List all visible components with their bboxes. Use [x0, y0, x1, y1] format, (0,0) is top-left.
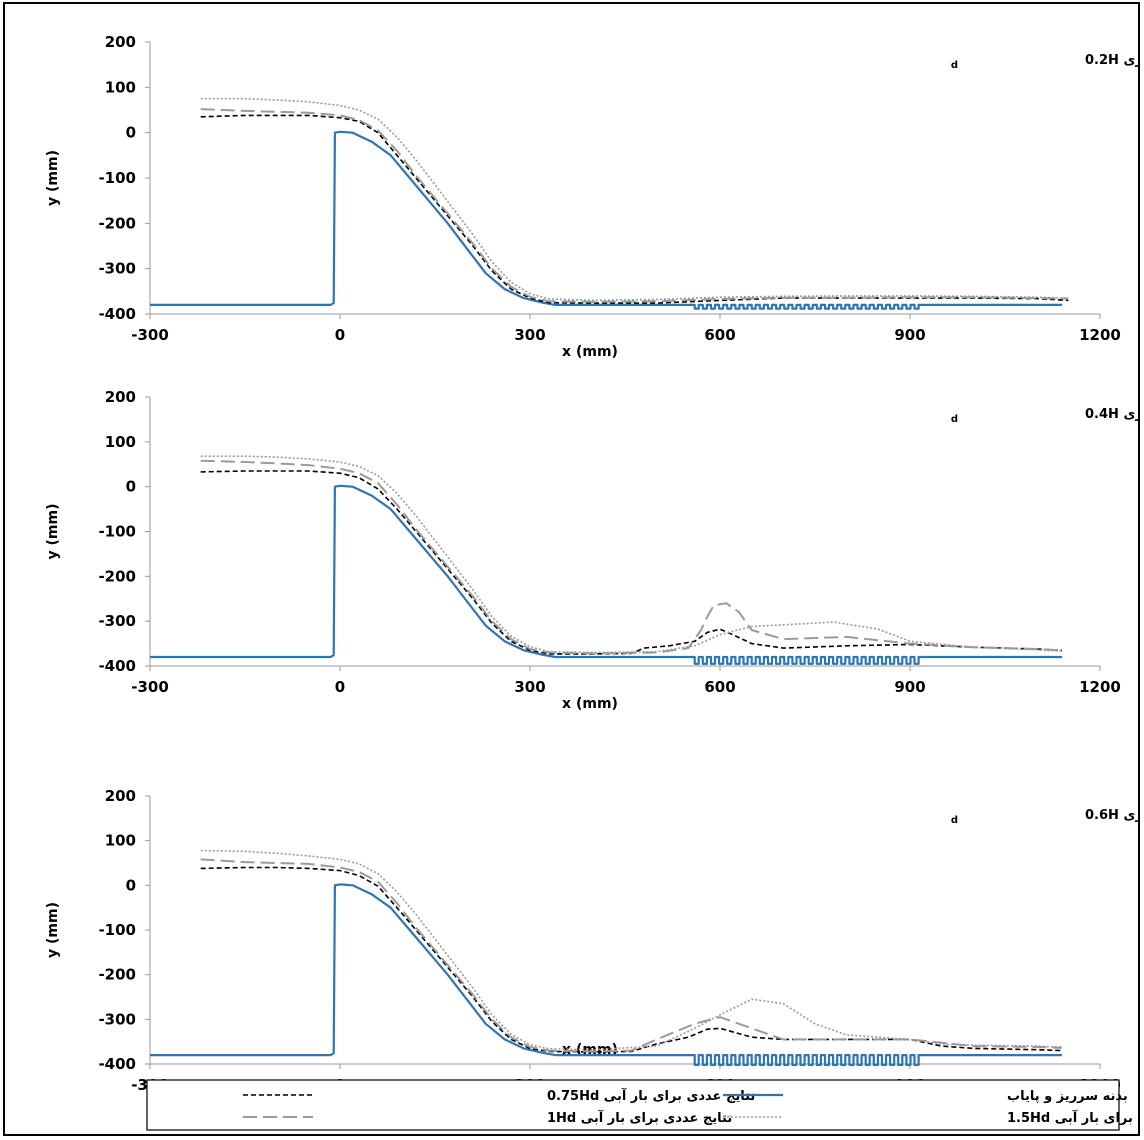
series-line-1 — [150, 130, 1062, 310]
roughness-annotation-subscript: d — [951, 414, 958, 425]
series-line-1 — [150, 883, 1062, 1066]
y-tick-label: 100 — [105, 832, 136, 850]
legend-box — [146, 1079, 1120, 1131]
y-tick-label: -300 — [98, 612, 136, 630]
y-tick-label: -100 — [98, 921, 136, 939]
x-tick-label: 1200 — [1079, 326, 1121, 344]
chart-panel-1: -400 -300 -200 -100 0 100 200 -300 0 300 600 900 120… — [45, 33, 1144, 360]
y-axis-label: y (mm) — [45, 504, 61, 560]
figure-canvas: -400 -300 -200 -100 0 100 200 -300 0 300 600 900 120… — [45, 33, 1144, 1131]
chart-panel-2: -400 -300 -200 -100 0 100 200 -300 0 300 600 900 120… — [45, 388, 1144, 712]
series-line-1 — [150, 484, 1062, 665]
x-axis-label: x (mm) — [562, 696, 618, 712]
y-tick-label: -300 — [98, 1010, 136, 1028]
y-tick-label: -400 — [98, 657, 136, 675]
roughness-annotation: ارتفاع ناهمواری 0.2H — [1085, 53, 1138, 68]
y-tick-label: 100 — [105, 78, 136, 96]
y-tick-label: 0 — [126, 124, 136, 142]
x-tick-label: 900 — [894, 678, 925, 696]
y-tick-label: 0 — [126, 876, 136, 894]
series-line-4 — [200, 849, 1063, 1051]
y-axis-label: y (mm) — [45, 150, 61, 206]
y-tick-label: -200 — [98, 966, 136, 984]
x-tick-label: 1200 — [1079, 678, 1121, 696]
series-line-4 — [200, 455, 1063, 654]
series-line-4 — [200, 97, 1069, 302]
legend-label-2: بدنه سرریز و پایاب — [1007, 1089, 1128, 1104]
y-tick-label: -400 — [98, 305, 136, 323]
legend-label-1: نتایج عددی برای بار آبی 0.75Hd — [547, 1087, 755, 1104]
y-tick-label: 200 — [105, 33, 136, 51]
x-tick-label: -300 — [131, 326, 169, 344]
y-axis-label: y (mm) — [45, 902, 61, 958]
series-line-2 — [200, 470, 1063, 655]
x-tick-label: 300 — [514, 326, 545, 344]
x-axis-label: x (mm) — [562, 344, 618, 360]
roughness-annotation: ارتفاع ناهمواری 0.4H — [1085, 407, 1138, 422]
series-line-2 — [200, 114, 1069, 304]
roughness-annotation-subscript: d — [951, 815, 958, 826]
x-tick-label: -300 — [131, 678, 169, 696]
x-tick-label: 0 — [335, 678, 345, 696]
y-tick-label: -400 — [98, 1055, 136, 1073]
y-tick-label: -100 — [98, 523, 136, 541]
x-tick-label: 900 — [894, 326, 925, 344]
y-tick-label: 200 — [105, 388, 136, 406]
figure-frame: -400 -300 -200 -100 0 100 200 -300 0 300 600 900 120… — [3, 2, 1144, 1136]
y-tick-label: 100 — [105, 433, 136, 451]
chart-panel-3: -400-300-200-1000100200-3000300600900120… — [45, 787, 1144, 1094]
series-line-3 — [200, 459, 1063, 655]
y-tick-label: -100 — [98, 169, 136, 187]
y-tick-label: 200 — [105, 787, 136, 805]
x-tick-label: 0 — [335, 326, 345, 344]
y-tick-label: 0 — [126, 478, 136, 496]
x-tick-label: 300 — [514, 678, 545, 696]
legend-label-3: نتایج عددی برای بار آبی 1Hd — [547, 1109, 732, 1126]
legend-label-4: نتایج عددی برای بار آبی 1.5Hd — [1007, 1109, 1138, 1126]
y-tick-label: -200 — [98, 214, 136, 232]
series-line-3 — [200, 108, 1069, 303]
series-line-3 — [200, 858, 1063, 1053]
roughness-annotation-subscript: d — [951, 60, 958, 71]
y-tick-label: -300 — [98, 260, 136, 278]
y-tick-label: -200 — [98, 567, 136, 585]
legend: نتایج عددی برای بار آبی 0.75Hd بدنه سرریز… — [146, 1079, 1144, 1131]
roughness-annotation: ارتفاع ناهمواری 0.6H — [1085, 808, 1138, 823]
series-line-2 — [200, 866, 1063, 1053]
x-tick-label: 600 — [704, 326, 735, 344]
x-tick-label: 600 — [704, 678, 735, 696]
